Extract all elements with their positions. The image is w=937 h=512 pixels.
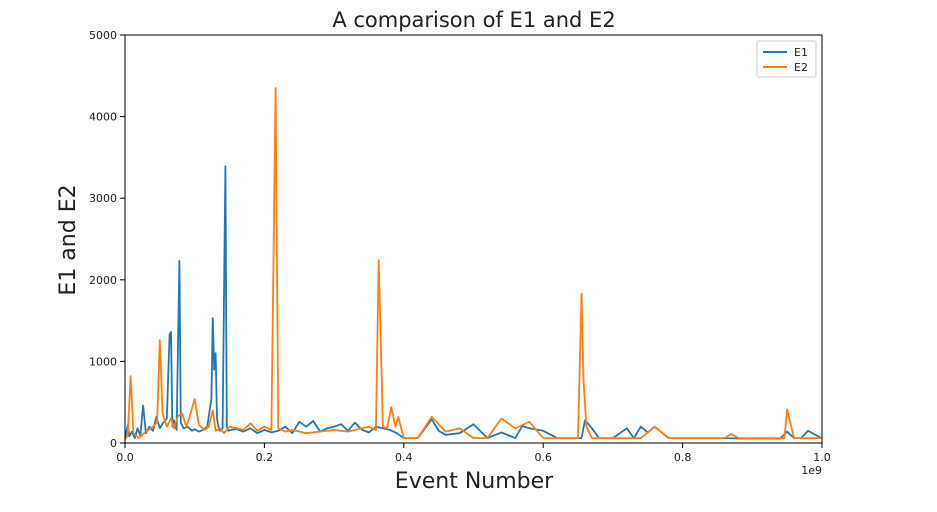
plot-frame	[124, 34, 823, 444]
legend-label-e2: E2	[794, 61, 808, 74]
y-tick-label: 3000	[89, 192, 117, 205]
x-tick-label: 0.2	[256, 451, 274, 464]
y-tick-label: 4000	[89, 111, 117, 124]
x-tick-label: 1.0	[813, 451, 831, 464]
series-line-e2	[124, 87, 822, 441]
x-tick-label: 0.4	[395, 451, 413, 464]
legend-label-e1: E1	[794, 46, 808, 59]
x-axis-label: Event Number	[395, 469, 554, 494]
y-tick-label: 0	[110, 437, 117, 450]
y-tick-label: 1000	[89, 355, 117, 368]
y-tick-label: 2000	[89, 274, 117, 287]
x-axis: 0.0 0.2 0.4 0.6 0.8 1.0	[116, 443, 831, 464]
y-axis: 0 1000 2000 3000 4000 5000	[89, 29, 125, 450]
y-axis-label: E1 and E2	[56, 184, 81, 295]
y-tick-label: 5000	[89, 29, 117, 42]
x-tick-label: 0.0	[116, 451, 134, 464]
x-tick-label: 0.6	[534, 451, 552, 464]
x-axis-offset-label: 1e9	[801, 464, 822, 477]
series-layer	[124, 87, 823, 441]
chart-title: A comparison of E1 and E2	[332, 8, 615, 32]
x-tick-label: 0.8	[674, 451, 692, 464]
